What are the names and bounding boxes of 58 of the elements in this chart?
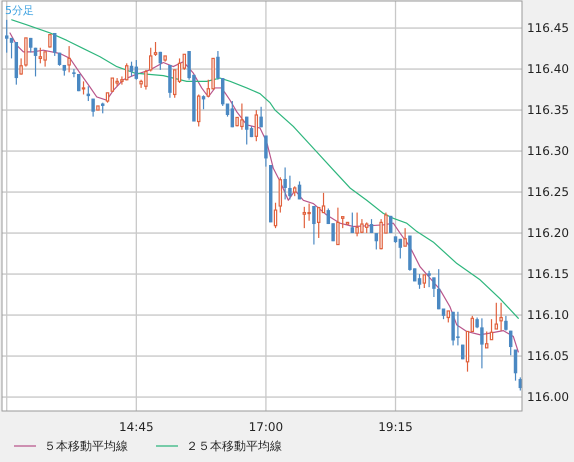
x-tick-label: 14:45	[119, 420, 154, 434]
candlestick	[403, 228, 407, 247]
candlestick	[484, 330, 488, 348]
candlestick	[427, 270, 431, 288]
candlestick	[100, 102, 104, 114]
candlestick	[48, 34, 52, 48]
x-tick-label: 17:00	[248, 420, 284, 434]
y-tick-label: 116.00	[527, 390, 569, 404]
candlestick	[422, 274, 426, 289]
candlestick	[58, 52, 62, 66]
candlestick	[494, 302, 498, 330]
candlestick	[475, 316, 479, 329]
candlestick	[67, 46, 71, 73]
y-tick-label: 116.45	[527, 21, 569, 36]
candlestick	[446, 310, 450, 324]
candlestick	[350, 212, 354, 234]
candlestick	[148, 47, 152, 72]
candlestick	[292, 186, 296, 197]
candlestick	[374, 232, 378, 250]
candlestick	[106, 92, 110, 104]
candlestick	[202, 94, 206, 110]
candlestick	[480, 318, 484, 369]
candlestick	[28, 37, 32, 54]
y-tick-label: 116.05	[527, 349, 569, 364]
y-tick-label: 116.35	[527, 103, 569, 118]
candlestick	[259, 106, 263, 128]
candlestick	[336, 207, 340, 246]
candlestick	[254, 109, 258, 142]
y-tick-label: 116.15	[527, 267, 569, 282]
legend-label: ２５本移動平均線	[186, 439, 282, 453]
legend-label: ５本移動平均線	[44, 439, 128, 453]
candlestick	[82, 80, 86, 96]
candlestick	[34, 47, 38, 78]
y-tick-label: 116.30	[527, 144, 569, 158]
candlestick	[504, 315, 508, 332]
candlestick	[283, 166, 287, 200]
y-tick-label: 116.10	[527, 308, 569, 322]
y-tick-label: 116.25	[527, 185, 569, 200]
candlestick	[158, 51, 162, 70]
candlestick	[154, 41, 158, 57]
candlestick	[52, 32, 56, 57]
candlestick	[499, 302, 503, 332]
candlestick	[312, 205, 316, 246]
candlestick	[91, 98, 95, 118]
candlestick	[508, 330, 512, 356]
candlestick	[490, 318, 494, 340]
candlestick	[86, 86, 90, 102]
y-tick-label: 116.20	[527, 226, 569, 240]
y-tick-label: 116.40	[527, 62, 569, 76]
candlestick	[274, 202, 278, 229]
chart-title: 5分足	[5, 4, 34, 17]
x-tick-label: 19:15	[378, 420, 413, 434]
candlestick	[264, 134, 268, 168]
candlestick	[460, 344, 464, 360]
candlestick	[288, 175, 292, 200]
candlestick	[216, 50, 220, 80]
candlestick	[340, 216, 344, 229]
candlestick	[432, 276, 436, 298]
